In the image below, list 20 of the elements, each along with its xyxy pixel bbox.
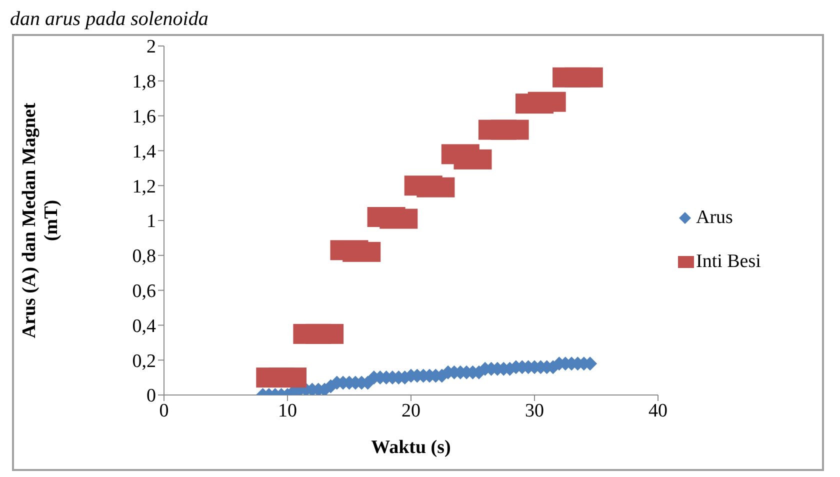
y-tick-label: 2 xyxy=(146,36,156,58)
y-tick-label: 1,6 xyxy=(132,106,156,128)
legend-label: Inti Besi xyxy=(695,250,762,272)
x-tick-label: 20 xyxy=(402,400,420,422)
y-tick-label: 1 xyxy=(146,211,156,232)
y-tick-label: 0 xyxy=(146,386,156,407)
y-tick-label: 0,4 xyxy=(132,316,156,337)
y-axis-title: Arus (A) dan Medan Magnet (mT) xyxy=(19,102,62,338)
y-tick-label: 1,4 xyxy=(132,141,156,162)
y-tick-label: 1,2 xyxy=(132,176,156,198)
text: dan arus pada solenoida xyxy=(10,8,210,30)
y-tick-label: 0,2 xyxy=(132,350,156,372)
x-tick-label: 40 xyxy=(648,400,668,422)
legend-label: Arus xyxy=(695,206,734,228)
y-tick-label: 0,6 xyxy=(132,281,156,302)
y-tick-label: 0,8 xyxy=(132,246,156,268)
y-tick-label: 1,8 xyxy=(132,72,156,93)
x-tick-label: 10 xyxy=(278,400,297,422)
x-tick-label: 30 xyxy=(525,400,544,422)
x-axis-title: Waktu (s) xyxy=(371,437,451,458)
